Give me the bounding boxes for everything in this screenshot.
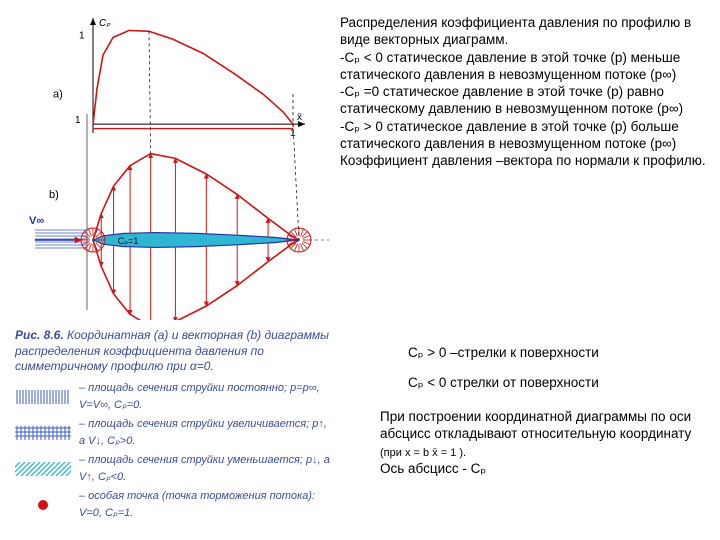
right-para-3: -Cₚ > 0 статическое давление в этой точк… [340,118,710,153]
figure-diagram: Cₚx̄11a)b)1V∞Cₚ=1 [15,8,331,320]
right-text-block: Распределения коэффициента давления по п… [340,14,710,169]
lower-para: При построении координатной диаграммы по… [380,409,691,441]
legend-swatch-2 [15,462,71,476]
right-para-4: Коэффициент давления –вектора по нормали… [340,152,710,169]
svg-text:V∞: V∞ [29,215,44,227]
legend: – площадь сечения струйки постоянно; p=p… [15,380,331,524]
arrow-note-1: Cₚ < 0 стрелки от поверхности [408,374,708,391]
arrow-notes: Cₚ > 0 –стрелки к поверхности Cₚ < 0 стр… [408,330,708,405]
legend-text-2: – площадь сечения струйки уменьшается; p… [79,452,331,486]
figure-caption: Рис. 8.6. Координатная (a) и векторная (… [15,328,331,375]
legend-row-1: – площадь сечения струйки увеличивается;… [15,416,331,450]
svg-text:Cₚ=1: Cₚ=1 [118,236,139,246]
legend-row-2: – площадь сечения струйки уменьшается; p… [15,452,331,486]
svg-text:b): b) [49,189,59,201]
right-para-0: Распределения коэффициента давления по п… [340,14,710,49]
legend-swatch-0 [15,390,71,404]
lower-axis: Ось абсцисс - Cₚ [380,461,486,476]
legend-swatch-3 [15,498,71,512]
legend-row-3: – особая точка (точка торможения потока)… [15,488,331,522]
legend-text-0: – площадь сечения струйки постоянно; p=p… [79,380,331,414]
lower-text-block: При построении координатной диаграммы по… [380,408,714,477]
legend-row-0: – площадь сечения струйки постоянно; p=p… [15,380,331,414]
legend-swatch-1 [15,426,71,440]
legend-text-1: – площадь сечения струйки увеличивается;… [79,416,331,450]
svg-text:x̄: x̄ [297,112,302,123]
arrow-note-0: Cₚ > 0 –стрелки к поверхности [408,344,708,361]
right-para-2: -Cₚ =0 статическое давление в этой точке… [340,83,710,118]
svg-text:Cₚ: Cₚ [99,18,111,29]
svg-text:1: 1 [75,115,81,126]
right-para-1: -Cₚ < 0 статическое давление в этой точк… [340,49,710,84]
caption-prefix: Рис. 8.6. [15,328,64,342]
svg-text:1: 1 [79,31,85,42]
legend-text-3: – особая точка (точка торможения потока)… [79,488,331,522]
svg-text:1: 1 [290,128,296,139]
svg-text:a): a) [53,89,63,101]
lower-inline: (при x = b x̄ = 1 ). [380,447,466,459]
